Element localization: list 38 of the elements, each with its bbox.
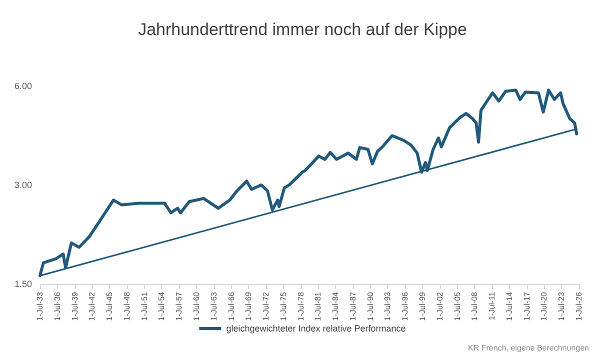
x-tick-label: 1-Jul-42 [88, 291, 97, 321]
x-tick-label: 1-Jul-51 [140, 291, 149, 321]
x-tick-label: 1-Jul-20 [540, 291, 549, 321]
x-tick-label: 1-Jul-60 [192, 291, 201, 321]
y-tick-label: 6.00 [14, 81, 32, 91]
x-tick-label: 1-Jul-57 [174, 291, 184, 321]
legend-label: gleichgewichteter Index relative Performance [226, 324, 406, 334]
x-tick-label: 1-Jul-48 [122, 291, 132, 321]
x-tick-label: 1-Jul-69 [244, 291, 254, 321]
x-tick-label: 1-Jul-11 [488, 291, 497, 320]
x-tick-label: 1-Jul-39 [70, 291, 80, 321]
x-tick-label: 1-Jul-87 [348, 291, 358, 321]
x-tick-label: 1-Jul-26 [574, 291, 584, 321]
y-tick-label: 1.50 [14, 279, 32, 289]
x-tick-label: 1-Jul-36 [52, 291, 62, 321]
x-tick-label: 1-Jul-84 [331, 291, 340, 321]
x-tick-label: 1-Jul-33 [36, 291, 44, 321]
x-tick-label: 1-Jul-17 [522, 291, 532, 321]
x-tick-label: 1-Jul-45 [105, 291, 114, 321]
y-tick-label: 3.00 [14, 180, 32, 190]
x-tick-label: 1-Jul-02 [435, 291, 444, 321]
x-tick-label: 1-Jul-93 [383, 291, 392, 321]
x-tick-label: 1-Jul-08 [470, 291, 480, 321]
text: KR French, eigene Berechnungen [468, 344, 589, 352]
x-tick-label: 1-Jul-90 [366, 291, 375, 321]
x-tick-label: 1-Jul-75 [278, 291, 288, 321]
x-tick-label: 1-Jul-23 [557, 291, 566, 321]
x-tick-label: 1-Jul-72 [262, 291, 271, 321]
x-tick-label: 1-Jul-96 [400, 291, 410, 321]
x-tick-label: 1-Jul-63 [209, 291, 218, 321]
x-tick-label: 1-Jul-66 [226, 291, 236, 321]
x-tick-label: 1-Jul-14 [504, 291, 514, 321]
x-tick-label: 1-Jul-05 [452, 291, 462, 321]
x-tick-label: 1-Jul-78 [296, 291, 306, 321]
x-tick-label: 1-Jul-81 [314, 291, 323, 321]
chart-title: Jahrhunderttrend immer noch auf der Kippe [138, 20, 467, 39]
x-tick-label: 1-Jul-54 [157, 291, 166, 321]
x-tick-label: 1-Jul-99 [418, 291, 428, 321]
